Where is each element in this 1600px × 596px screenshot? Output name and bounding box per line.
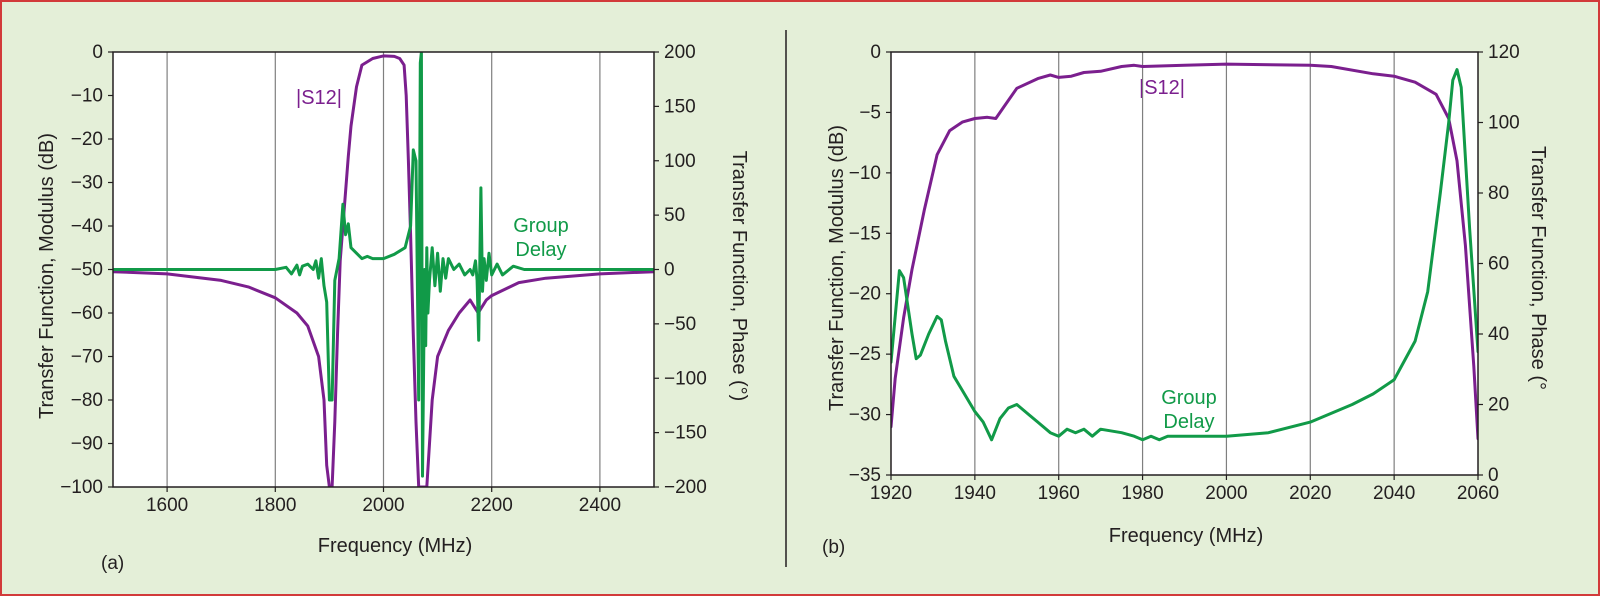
- y-right-tick-label: 0: [664, 260, 675, 281]
- group-delay-line: [113, 52, 654, 478]
- y-left-tick-label: −15: [849, 223, 881, 244]
- x-tick-label: 1600: [146, 495, 188, 516]
- y-left-tick-label: 0: [92, 42, 103, 63]
- plot-area: [891, 52, 1478, 475]
- group-delay-annotation-line1: Group: [1161, 387, 1217, 409]
- y-left-tick-label: −20: [849, 284, 881, 305]
- x-tick-label: 2000: [1205, 483, 1247, 504]
- y-right-tick-label: 0: [1488, 465, 1499, 486]
- x-tick-label: 2040: [1373, 483, 1415, 504]
- y-left-axis-title: Transfer Function, Modulus (dB): [826, 125, 848, 411]
- group-delay-annotation-line2: Delay: [1163, 411, 1214, 433]
- y-right-tick-label: 80: [1488, 183, 1509, 204]
- x-tick-label: 2000: [362, 495, 404, 516]
- panel-b: (b) Frequency (MHz) Transfer Function, M…: [822, 42, 1549, 558]
- y-left-axis-title: Transfer Function, Modulus (dB): [36, 133, 58, 419]
- x-tick-label: 1980: [1121, 483, 1163, 504]
- y-right-tick-label: −50: [664, 314, 696, 335]
- x-tick-label: 1960: [1038, 483, 1080, 504]
- x-tick-label: 2400: [579, 495, 621, 516]
- group-delay-annotation-line1: Group: [513, 215, 569, 237]
- y-right-axis-title: Transfer Function, Phase (°): [728, 151, 750, 402]
- x-tick-label: 2060: [1457, 483, 1499, 504]
- y-left-tick-label: −50: [71, 260, 103, 281]
- y-right-axis-title: Transfer Function, Phase (°: [1527, 146, 1549, 390]
- x-axis-title: Frequency (MHz): [1109, 525, 1263, 547]
- s12-line: [113, 54, 654, 487]
- y-right-tick-label: −150: [664, 423, 707, 444]
- y-left-tick-label: −100: [60, 477, 103, 498]
- x-axis-title: Frequency (MHz): [318, 535, 472, 557]
- y-left-tick-label: −30: [849, 405, 881, 426]
- panel-label: (a): [101, 553, 124, 574]
- y-right-tick-label: −100: [664, 368, 707, 389]
- y-right-tick-label: −200: [664, 477, 707, 498]
- y-right-tick-label: 120: [1488, 42, 1520, 63]
- y-left-tick-label: −60: [71, 303, 103, 324]
- y-right-tick-label: 100: [1488, 113, 1520, 134]
- y-left-tick-label: −25: [849, 344, 881, 365]
- y-right-tick-label: 40: [1488, 324, 1509, 345]
- x-tick-label: 1920: [870, 483, 912, 504]
- y-left-tick-label: −20: [71, 129, 103, 150]
- y-left-tick-label: −10: [71, 86, 103, 107]
- y-left-tick-label: −5: [859, 102, 881, 123]
- x-tick-label: 1800: [254, 495, 296, 516]
- x-tick-label: 2200: [471, 495, 513, 516]
- panel-label: (b): [822, 537, 845, 558]
- y-left-tick-label: −35: [849, 465, 881, 486]
- series-group: [113, 52, 654, 487]
- y-left-tick-label: −70: [71, 347, 103, 368]
- y-right-tick-label: 60: [1488, 254, 1509, 275]
- y-left-tick-label: −40: [71, 216, 103, 237]
- y-left-tick-label: −80: [71, 390, 103, 411]
- y-right-tick-label: 50: [664, 205, 685, 226]
- y-right-tick-label: 100: [664, 151, 696, 172]
- y-left-tick-label: −10: [849, 163, 881, 184]
- s12-annotation: |S12|: [1139, 77, 1185, 99]
- group-delay-annotation-line2: Delay: [515, 239, 566, 261]
- x-tick-label: 1940: [954, 483, 996, 504]
- y-left-tick-label: 0: [870, 42, 881, 63]
- group-delay-line: [891, 68, 1478, 442]
- y-left-tick-label: −30: [71, 173, 103, 194]
- y-left-tick-label: −90: [71, 434, 103, 455]
- y-right-tick-label: 150: [664, 96, 696, 117]
- y-right-tick-label: 200: [664, 42, 696, 63]
- s12-line: [891, 62, 1478, 441]
- x-tick-label: 2020: [1289, 483, 1331, 504]
- series-group: [891, 62, 1478, 442]
- y-right-tick-label: 20: [1488, 395, 1509, 416]
- panel-a: (a) Frequency (MHz) Transfer Function, M…: [36, 42, 750, 574]
- s12-annotation: |S12|: [296, 87, 342, 109]
